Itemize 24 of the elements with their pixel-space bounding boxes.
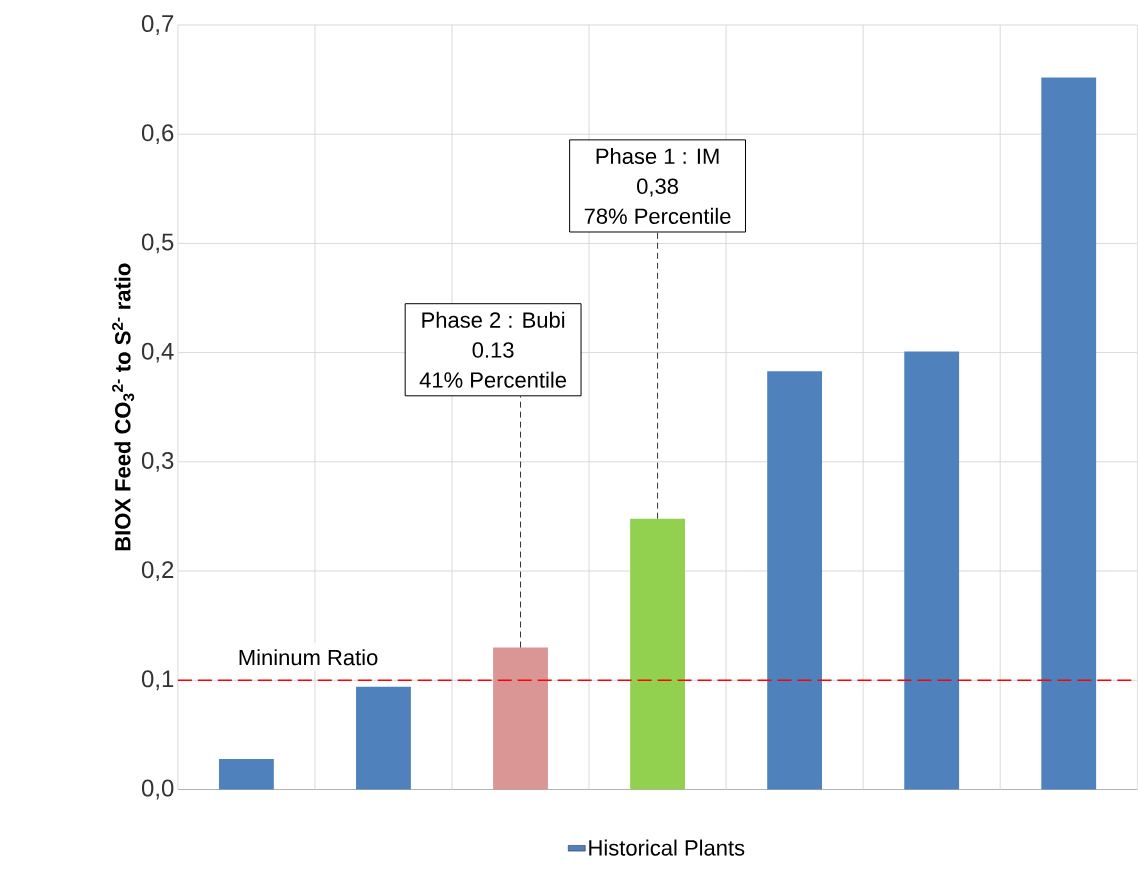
bar: [219, 758, 274, 790]
bar: [630, 518, 685, 790]
y-tick-label: 0,4: [141, 342, 174, 363]
annotation: 41% Percentile: [419, 371, 567, 388]
y-tick-label: 0,2: [141, 560, 174, 581]
y-tick-label: 0,5: [141, 233, 174, 254]
y-tick-label: 0,0: [141, 779, 174, 800]
bar: [356, 686, 411, 790]
bar: [904, 351, 960, 790]
text: BIOX Feed CO$_{3}$$^{2-}$ to S$^{2-}$ ratio: [112, 263, 135, 551]
y-tick-label: 0,6: [141, 124, 174, 144]
annotation: Phase 2 : Bubi: [422, 311, 565, 328]
annotation: 0.13: [472, 342, 514, 358]
bar: [1041, 77, 1097, 790]
legend-label: Historical Plants: [589, 839, 745, 856]
ref-line-label: Mininum Ratio: [239, 648, 378, 666]
annotation: Phase 1 : IM: [596, 147, 719, 164]
bar: [493, 647, 548, 790]
annotation: 0,38: [637, 178, 678, 197]
bar: [767, 370, 823, 790]
y-tick-label: 0,1: [141, 670, 174, 690]
y-tick-label: 0,7: [141, 14, 174, 35]
y-tick-label: 0,3: [141, 451, 174, 472]
annotation: 78% Percentile: [584, 207, 731, 224]
